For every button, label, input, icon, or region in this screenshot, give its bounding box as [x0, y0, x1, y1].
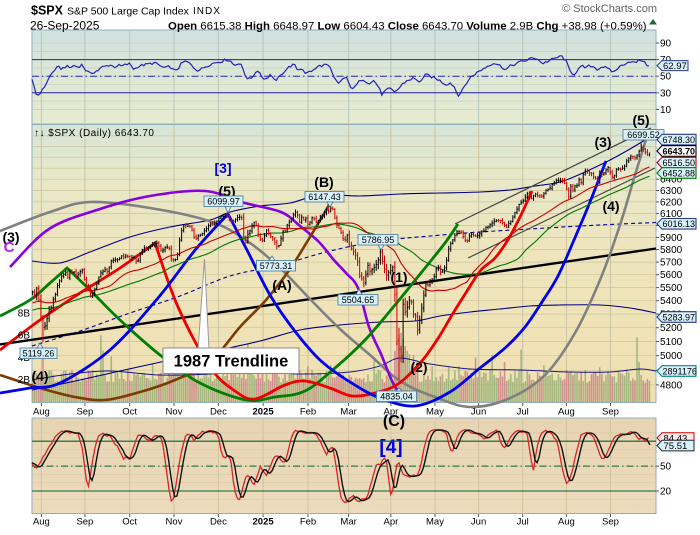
svg-text:Jul: Jul: [517, 517, 529, 528]
svg-text:Aug: Aug: [33, 407, 50, 418]
svg-text:5283.97: 5283.97: [663, 312, 696, 322]
svg-text:2025: 2025: [253, 407, 275, 418]
svg-text:(5): (5): [218, 183, 235, 199]
svg-text:Aug: Aug: [558, 517, 575, 528]
svg-text:30: 30: [660, 88, 672, 99]
svg-text:© StockCharts.com: © StockCharts.com: [562, 3, 657, 15]
svg-text:(C): (C): [383, 413, 405, 430]
svg-text:Mar: Mar: [340, 407, 356, 418]
svg-text:Apr: Apr: [384, 407, 399, 418]
svg-text:Jul: Jul: [517, 407, 529, 418]
svg-text:(4): (4): [31, 368, 48, 384]
svg-text:2891176: 2891176: [663, 366, 697, 376]
svg-text:2B: 2B: [18, 375, 31, 386]
svg-text:5400: 5400: [660, 296, 683, 307]
svg-text:Sep: Sep: [602, 517, 619, 528]
svg-text:5500: 5500: [660, 283, 683, 294]
svg-text:6300: 6300: [660, 186, 683, 197]
svg-text:6200: 6200: [660, 197, 683, 208]
svg-text:INDX: INDX: [193, 6, 221, 17]
svg-text:50: 50: [660, 462, 672, 473]
svg-text:(3): (3): [594, 134, 611, 150]
svg-text:(B): (B): [314, 174, 333, 190]
svg-text:Sep: Sep: [602, 407, 619, 418]
svg-text:20: 20: [660, 487, 672, 498]
svg-text:Jun: Jun: [471, 407, 486, 418]
svg-text:Open 6615.38 High 6648.97 Lo: Open 6615.38 High 6648.97 Low 6604.43 Cl…: [168, 21, 647, 33]
svg-text:$SPX: $SPX: [31, 4, 64, 18]
svg-text:Dec: Dec: [210, 407, 227, 418]
svg-text:5786.95: 5786.95: [362, 235, 395, 245]
svg-text:Mar: Mar: [340, 517, 356, 528]
svg-text:10: 10: [660, 105, 672, 116]
svg-text:Dec: Dec: [210, 517, 227, 528]
svg-text:5900: 5900: [660, 233, 683, 244]
svg-text:[4]: [4]: [379, 437, 402, 458]
svg-text:1987 Trendline: 1987 Trendline: [174, 353, 289, 371]
svg-text:6699.52: 6699.52: [627, 130, 660, 140]
svg-text:8B: 8B: [18, 308, 31, 319]
svg-text:[3]: [3]: [214, 160, 231, 176]
svg-text:6B: 6B: [18, 331, 31, 342]
svg-text:62.97: 62.97: [663, 61, 687, 72]
svg-text:4800: 4800: [660, 380, 683, 391]
svg-text:6099.97: 6099.97: [207, 196, 240, 206]
svg-text:Sep: Sep: [76, 517, 93, 528]
svg-text:May: May: [426, 407, 444, 418]
svg-text:6643.70: 6643.70: [663, 146, 696, 156]
svg-text:5504.65: 5504.65: [342, 295, 375, 305]
svg-text:5773.31: 5773.31: [260, 261, 293, 271]
svg-text:5119.26: 5119.26: [23, 348, 55, 358]
svg-text:Aug: Aug: [558, 407, 575, 418]
svg-text:(5): (5): [632, 112, 649, 128]
svg-text:6452.88: 6452.88: [663, 168, 696, 178]
svg-text:5200: 5200: [660, 323, 683, 334]
svg-text:Sep: Sep: [76, 407, 93, 418]
svg-text:Aug: Aug: [33, 517, 50, 528]
svg-text:26-Sep-2025: 26-Sep-2025: [30, 19, 100, 33]
svg-text:Feb: Feb: [300, 517, 316, 528]
svg-text:6748.30: 6748.30: [663, 135, 696, 145]
svg-text:Oct: Oct: [122, 517, 137, 528]
svg-text:6516.50: 6516.50: [663, 158, 696, 168]
svg-text:(A): (A): [272, 277, 291, 293]
svg-text:Nov: Nov: [166, 517, 183, 528]
svg-text:(3): (3): [2, 229, 19, 245]
svg-text:5700: 5700: [660, 258, 683, 269]
svg-text:75.51: 75.51: [664, 441, 688, 452]
svg-text:50: 50: [660, 72, 672, 83]
svg-text:Apr: Apr: [384, 517, 399, 528]
svg-text:5000: 5000: [660, 351, 683, 362]
svg-text:May: May: [426, 517, 444, 528]
svg-text:84.43: 84.43: [664, 433, 688, 444]
svg-text:2025: 2025: [253, 517, 275, 528]
svg-text:S&P 500 Large Cap Index: S&P 500 Large Cap Index: [67, 6, 190, 18]
svg-text:↑↓ $SPX (Daily) 6643.70: ↑↓ $SPX (Daily) 6643.70: [34, 128, 154, 139]
svg-text:5100: 5100: [660, 337, 683, 348]
svg-text:6400: 6400: [660, 175, 683, 186]
svg-text:6147.43: 6147.43: [308, 192, 341, 202]
svg-text:Jun: Jun: [471, 517, 486, 528]
svg-text:Feb: Feb: [300, 407, 316, 418]
svg-text:Nov: Nov: [166, 407, 183, 418]
svg-text:6100: 6100: [660, 209, 683, 220]
svg-text:6016.13: 6016.13: [663, 219, 696, 229]
svg-text:(4): (4): [602, 198, 619, 214]
svg-text:(1): (1): [390, 269, 407, 285]
svg-text:(2): (2): [410, 359, 427, 375]
svg-text:90: 90: [660, 39, 672, 50]
svg-text:5600: 5600: [660, 270, 683, 281]
svg-text:4835.04: 4835.04: [380, 391, 413, 401]
svg-text:Oct: Oct: [122, 407, 137, 418]
svg-text:5800: 5800: [660, 245, 683, 256]
svg-text:C: C: [4, 239, 15, 256]
